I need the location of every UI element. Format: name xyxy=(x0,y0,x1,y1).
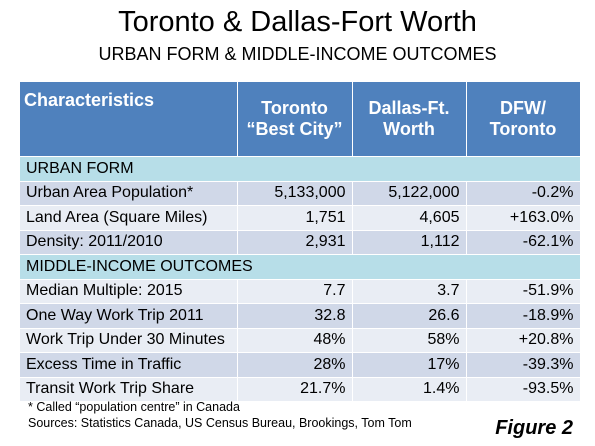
table: Characteristics Toronto “Best City” Dallas-… xyxy=(20,82,581,401)
row-label: Work Trip Under 30 Minutes xyxy=(20,327,238,353)
cell: 1.4% xyxy=(352,376,467,401)
header-cell: Dallas-Ft. Worth xyxy=(352,82,467,157)
cell: 5,133,000 xyxy=(237,180,353,206)
row-label: Density: 2011/2010 xyxy=(20,229,238,255)
row-label: Urban Area Population* xyxy=(20,180,238,206)
data-row: Land Area (Square Miles) 1,751 4,605 +163.0… xyxy=(20,205,581,230)
cell: 3.7 xyxy=(352,278,467,304)
cell: +163.0% xyxy=(466,205,581,230)
cell: -93.5% xyxy=(466,376,581,401)
header-line: Toronto xyxy=(261,98,328,118)
footnote: * Called “population centre” in Canada xyxy=(28,400,240,414)
header-line: Dallas-Ft. xyxy=(368,98,450,118)
data-row: Median Multiple: 2015 7.7 3.7 -51.9% xyxy=(20,278,581,304)
header-cell: Toronto “Best City” xyxy=(237,82,353,157)
data-row: One Way Work Trip 2011 32.8 26.6 -18.9% xyxy=(20,303,581,328)
section-title: URBAN FORM xyxy=(20,156,581,181)
row-label: Excess Time in Traffic xyxy=(20,352,238,377)
header-line: Worth xyxy=(383,119,435,139)
cell: -39.3% xyxy=(466,352,581,377)
title: Toronto & Dallas-Fort Worth xyxy=(118,6,477,38)
header-cell: Characteristics xyxy=(20,82,238,157)
section-row: MIDDLE-INCOME OUTCOMES xyxy=(20,254,581,279)
cell: 32.8 xyxy=(237,303,353,328)
data-row: Work Trip Under 30 Minutes 48% 58% +20.8% xyxy=(20,327,581,353)
cell: 2,931 xyxy=(237,229,353,255)
figure-label: Figure 2 xyxy=(495,417,573,439)
cell: +20.8% xyxy=(466,327,581,353)
data-row: Density: 2011/2010 2,931 1,112 -62.1% xyxy=(20,229,581,255)
header-line: Toronto xyxy=(489,119,557,139)
cell: -62.1% xyxy=(466,229,581,255)
cell: 1,751 xyxy=(237,205,353,230)
cell: -0.2% xyxy=(466,180,581,206)
cell: 4,605 xyxy=(352,205,467,230)
subtitle: URBAN FORM & MIDDLE-INCOME OUTCOMES xyxy=(98,44,497,64)
row-label: Land Area (Square Miles) xyxy=(20,205,238,230)
cell: 21.7% xyxy=(237,376,353,401)
cell: 5,122,000 xyxy=(352,180,467,206)
header-row: Characteristics Toronto “Best City” Dallas-… xyxy=(20,82,581,157)
cell: 58% xyxy=(352,327,467,353)
table-body: URBAN FORM Urban Area Population* 5,133,00… xyxy=(20,156,581,401)
section-title: MIDDLE-INCOME OUTCOMES xyxy=(20,254,581,279)
cell: 48% xyxy=(237,327,353,353)
row-label: Transit Work Trip Share xyxy=(20,376,238,401)
header-cell: DFW/Toronto xyxy=(466,82,581,157)
cell: -18.9% xyxy=(466,303,581,328)
sources: Sources: Statistics Canada, US Census Bu… xyxy=(28,416,412,430)
data-row: Urban Area Population* 5,133,000 5,122,000… xyxy=(20,180,581,206)
row-label: One Way Work Trip 2011 xyxy=(20,303,238,328)
cell: 17% xyxy=(352,352,467,377)
header-line: “Best City” xyxy=(246,119,343,139)
row-label: Median Multiple: 2015 xyxy=(20,278,238,304)
data-row: Excess Time in Traffic 28% 17% -39.3% xyxy=(20,352,581,377)
data-row: Transit Work Trip Share 21.7% 1.4% -93.5% xyxy=(20,376,581,401)
header-line: Characteristics xyxy=(24,90,155,110)
cell: 1,112 xyxy=(352,229,467,255)
cell: -51.9% xyxy=(466,278,581,304)
cell: 7.7 xyxy=(237,278,353,304)
cell: 28% xyxy=(237,352,353,377)
cell: 26.6 xyxy=(352,303,467,328)
header-line: DFW/ xyxy=(500,98,546,118)
section-row: URBAN FORM xyxy=(20,156,581,181)
